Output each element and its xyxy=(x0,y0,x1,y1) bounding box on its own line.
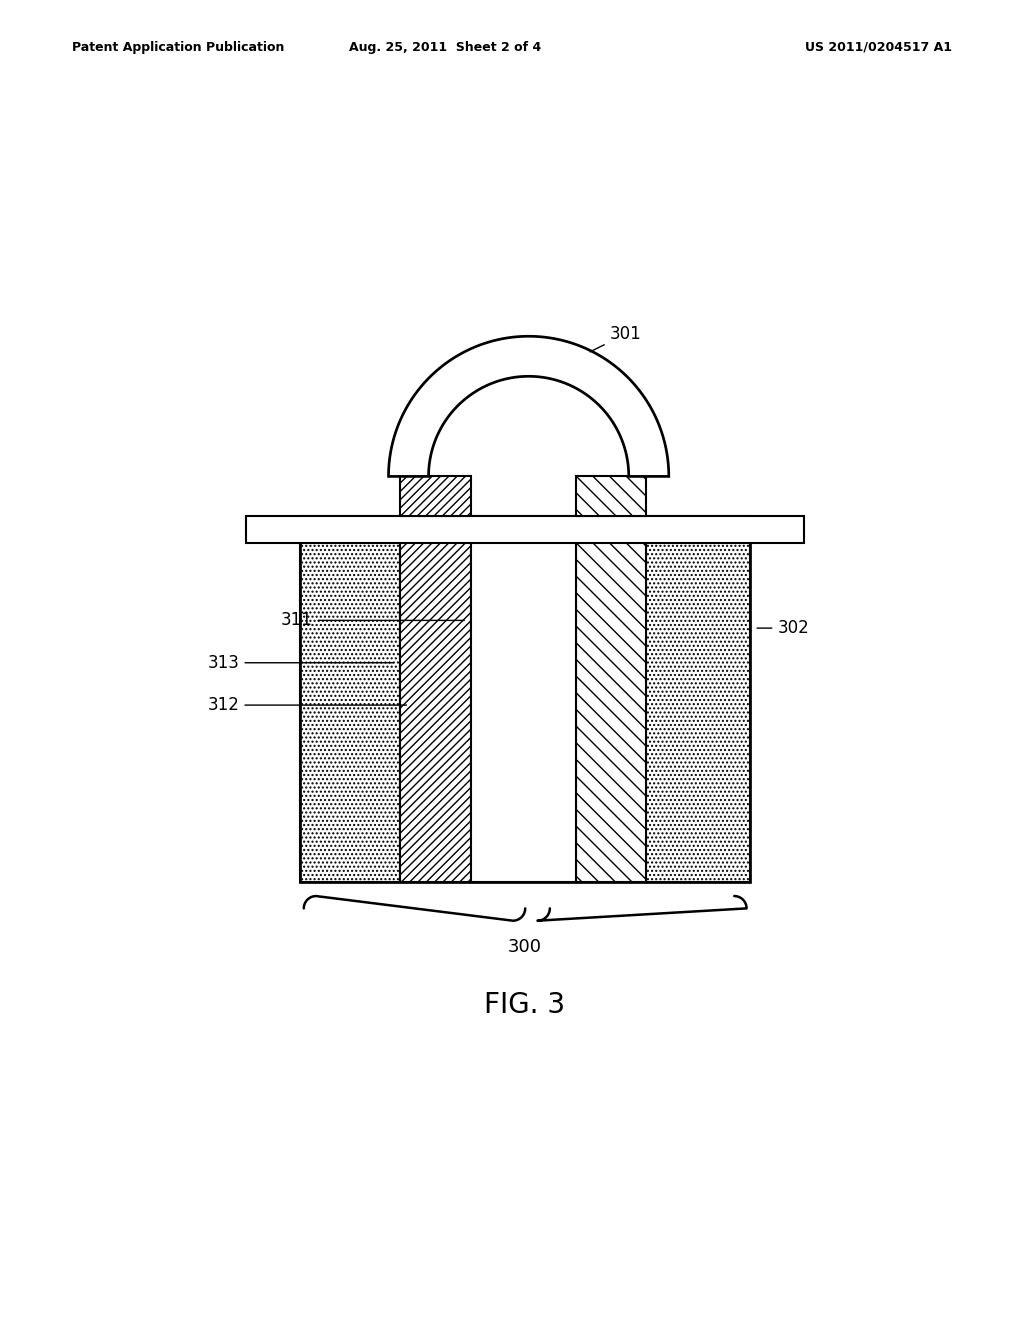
Bar xyxy=(471,516,575,882)
Text: 312: 312 xyxy=(208,696,407,714)
Bar xyxy=(575,477,646,516)
Text: 313: 313 xyxy=(208,653,393,672)
Text: Patent Application Publication: Patent Application Publication xyxy=(72,41,284,54)
Bar xyxy=(300,516,751,882)
Text: 311: 311 xyxy=(281,611,464,630)
Bar xyxy=(575,516,646,882)
Text: Aug. 25, 2011  Sheet 2 of 4: Aug. 25, 2011 Sheet 2 of 4 xyxy=(349,41,542,54)
Bar xyxy=(246,516,804,544)
Text: 302: 302 xyxy=(757,619,809,638)
Bar xyxy=(400,516,471,882)
Polygon shape xyxy=(388,337,669,477)
Text: 300: 300 xyxy=(508,937,542,956)
Bar xyxy=(400,477,471,516)
Text: 301: 301 xyxy=(590,325,641,352)
Text: FIG. 3: FIG. 3 xyxy=(484,991,565,1019)
Bar xyxy=(646,516,751,882)
Text: US 2011/0204517 A1: US 2011/0204517 A1 xyxy=(805,41,952,54)
Bar xyxy=(300,516,400,882)
